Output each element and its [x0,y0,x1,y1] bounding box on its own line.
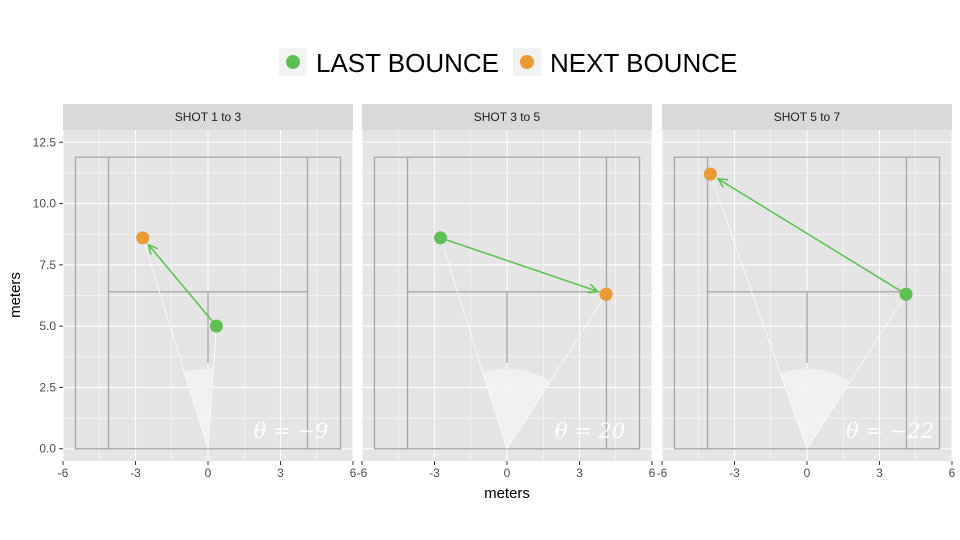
legend: LAST BOUNCE NEXT BOUNCE [279,48,737,78]
y-tick-label: 5.0 [39,319,56,333]
ray-last-bounce [440,237,508,449]
panel-strip [63,104,353,130]
y-tick-label: 10.0 [33,197,57,211]
y-tick-label: 7.5 [39,258,56,272]
legend-marker [286,55,300,69]
ray-next-bounce [142,237,209,449]
next-bounce-point [136,231,150,245]
next-bounce-point [703,167,717,181]
ray-last-bounce [207,326,217,449]
x-tick-label: 6 [350,466,357,480]
ray-next-bounce [506,294,607,449]
shot-arrow-head [716,177,729,188]
panel-3: SHOT 5 to 7 θ = −22 -6 -3 0 3 6 [657,104,956,480]
shot-arrow [147,244,218,327]
x-tick-label: 6 [949,466,956,480]
shot-arrow [440,237,598,293]
legend-label: LAST BOUNCE [316,48,499,78]
y-tick-label: 2.5 [39,380,56,394]
x-tick-label: 0 [504,466,511,480]
x-tick-label: -6 [657,466,668,480]
next-bounce-point [599,287,613,301]
theta-label: θ = 20 [555,419,625,443]
x-tick-label: 3 [277,466,284,480]
shot-arrow-head [147,243,159,255]
ray-last-bounce [806,294,907,449]
legend-label: NEXT BOUNCE [550,48,737,78]
x-tick-label: 6 [649,466,656,480]
panel-title: SHOT 3 to 5 [474,110,541,124]
x-tick-label: -3 [429,466,440,480]
legend-item-last-bounce: LAST BOUNCE [279,48,499,78]
x-tick-label: -3 [729,466,740,480]
x-tick-label: 3 [876,466,883,480]
angle-wedge [780,368,851,449]
x-axis-title: meters [484,485,530,502]
legend-marker [520,55,534,69]
panel-2: SHOT 3 to 5 θ = 20 -6 -3 0 3 6 [357,104,656,480]
y-tick-label: 0.0 [39,442,56,456]
y-tick-label: 12.5 [33,135,57,149]
ray-next-bounce [710,174,808,449]
x-tick-label: 3 [576,466,583,480]
facet-panels: SHOT 1 to 3 θ = −9 -6 -3 0 3 6 SHOT 3 to 5 θ = 2… [58,104,956,480]
x-tick-label: 0 [205,466,212,480]
angle-wedge [482,368,551,449]
x-tick-label: -6 [58,466,69,480]
x-tick-label: 0 [804,466,811,480]
panel-strip [362,104,652,130]
legend-item-next-bounce: NEXT BOUNCE [513,48,737,78]
x-tick-label: -6 [357,466,368,480]
y-axis-title: meters [7,272,24,318]
shot-arrow [717,178,907,295]
last-bounce-point [899,287,913,301]
panel-title: SHOT 1 to 3 [175,110,242,124]
shot-arrow-head [587,283,600,294]
panel-1: SHOT 1 to 3 θ = −9 -6 -3 0 3 6 [58,104,357,480]
panel-strip [662,104,952,130]
panel-title: SHOT 5 to 7 [774,110,841,124]
theta-label: θ = −9 [254,419,329,443]
last-bounce-point [209,319,223,333]
angle-wedge [184,368,214,449]
theta-label: θ = −22 [846,419,934,443]
last-bounce-point [434,231,448,245]
axes: 0.0 2.5 5.0 7.5 10.0 12.5 [33,135,63,456]
x-tick-label: -3 [130,466,141,480]
